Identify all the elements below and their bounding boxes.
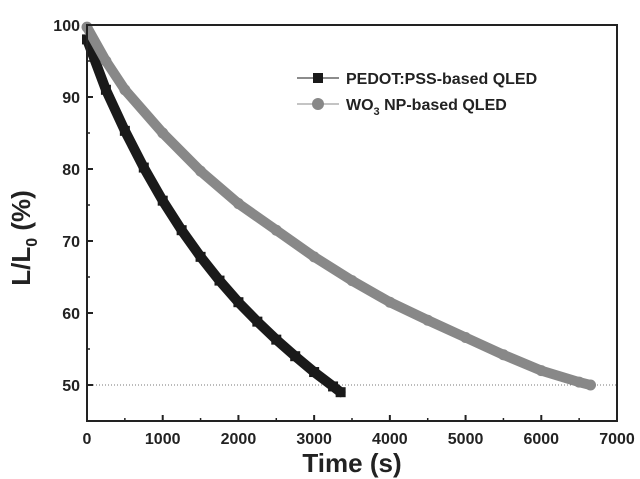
- data-point-1: [232, 198, 244, 210]
- data-point-0: [233, 297, 244, 308]
- data-point-0: [309, 367, 320, 378]
- y-tick-label: 50: [62, 378, 80, 395]
- data-point-0: [214, 275, 225, 286]
- y-axis-title-subscript: 0: [24, 238, 41, 247]
- data-point-0: [176, 225, 187, 236]
- data-point-1: [460, 331, 472, 343]
- legend-label-wo3-subscript: 3: [374, 106, 380, 118]
- data-point-0: [119, 125, 130, 136]
- y-axis-title-main: L/L: [6, 247, 36, 286]
- data-point-0: [290, 351, 301, 362]
- y-tick-label: 70: [62, 234, 80, 251]
- data-point-1: [270, 224, 282, 236]
- data-point-0: [335, 387, 346, 398]
- x-tick-label: 2000: [221, 431, 257, 448]
- legend-label-wo3: WO3 NP-based QLED: [346, 97, 507, 118]
- x-tick-label: 5000: [448, 431, 484, 448]
- legend-marker-wo3: [312, 98, 324, 110]
- data-point-1: [346, 275, 358, 287]
- data-point-1: [195, 165, 207, 177]
- x-tick-label: 0: [83, 431, 92, 448]
- data-point-1: [119, 84, 131, 96]
- x-axis-title: Time (s): [302, 448, 401, 478]
- data-point-1: [422, 314, 434, 326]
- data-point-0: [157, 195, 168, 206]
- y-tick-label: 60: [62, 306, 80, 323]
- x-tick-label: 3000: [296, 431, 332, 448]
- x-tick-label: 7000: [599, 431, 635, 448]
- legend-marker-pedot: [313, 73, 323, 83]
- data-point-1: [497, 349, 509, 361]
- legend-label-wo3-main: WO: [346, 97, 374, 114]
- legend: PEDOT:PSS-based QLED WO3 NP-based QLED: [297, 71, 537, 118]
- data-point-1: [535, 365, 547, 377]
- data-point-1: [308, 251, 320, 263]
- data-point-0: [195, 251, 206, 262]
- data-point-0: [271, 334, 282, 345]
- y-tick-label: 80: [62, 162, 80, 179]
- tick-layer: 0 1000 2000 3000 4000 5000 6000 7000 50 60 70 80 90 1…: [53, 18, 635, 448]
- data-point-0: [138, 162, 149, 173]
- y-axis-title: L/L0 (%): [6, 190, 41, 286]
- data-point-1: [100, 55, 112, 67]
- series-layer: [81, 21, 596, 398]
- x-tick-label: 6000: [523, 431, 559, 448]
- x-tick-label: 1000: [145, 431, 181, 448]
- data-point-0: [100, 84, 111, 95]
- data-point-1: [573, 376, 585, 388]
- data-point-0: [252, 316, 263, 327]
- data-point-0: [328, 381, 339, 392]
- y-tick-label: 90: [62, 90, 80, 107]
- y-axis-title-unit: (%): [6, 190, 36, 238]
- data-point-1: [585, 379, 596, 391]
- data-point-1: [384, 296, 396, 308]
- y-tick-label: 100: [53, 18, 80, 35]
- legend-label-wo3-rest: NP-based QLED: [380, 97, 507, 114]
- x-tick-label: 4000: [372, 431, 408, 448]
- data-point-1: [157, 127, 169, 139]
- series-line-1: [82, 22, 596, 390]
- legend-label-pedot: PEDOT:PSS-based QLED: [346, 71, 537, 88]
